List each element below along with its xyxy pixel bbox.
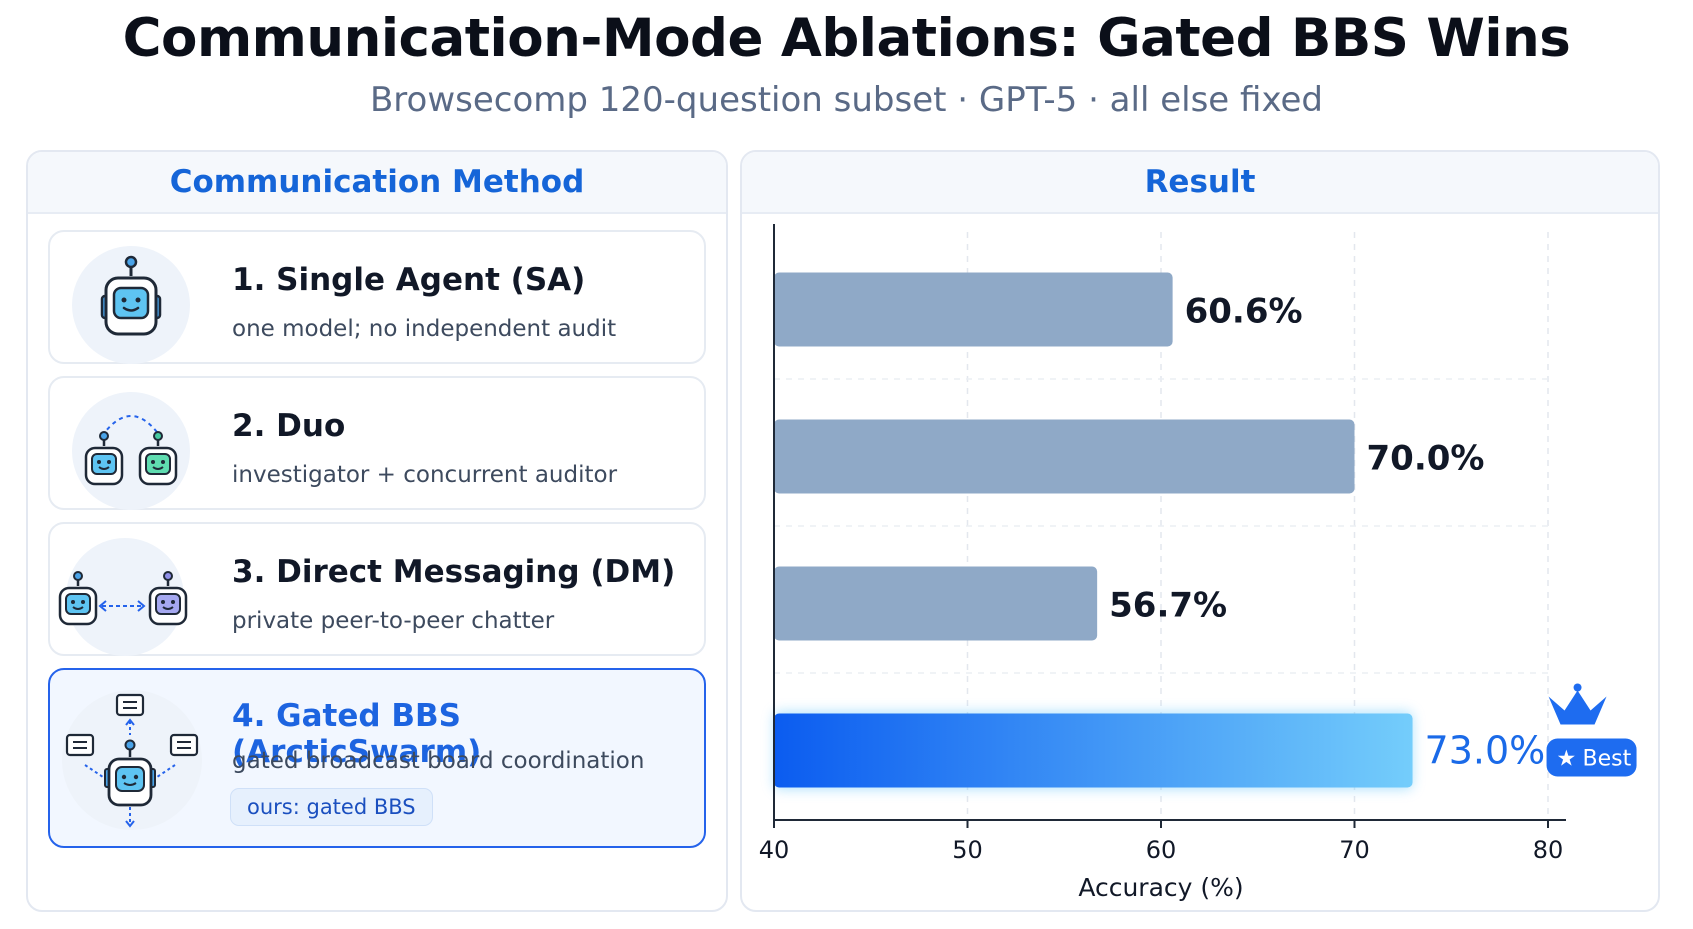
- bar-value-label: 60.6%: [1185, 292, 1303, 332]
- x-tick-label: 70: [1339, 836, 1370, 864]
- best-label: Best: [1583, 747, 1632, 772]
- method-card-duo: 2. Duo investigator + concurrent auditor: [48, 376, 706, 510]
- method-name: 3. Direct Messaging (DM): [232, 554, 676, 590]
- bar-1: [774, 272, 1173, 347]
- robots-messaging-icon: [58, 538, 188, 656]
- bar-3: [774, 566, 1098, 641]
- page-title: Communication-Mode Ablations: Gated BBS …: [122, 8, 1571, 69]
- accuracy-bar-chart: 60.6% 70.0% 56.7% 73.0% ★ Best 40 50 60 70 80 Accur…: [759, 224, 1637, 902]
- robot-board-icon: [62, 690, 202, 830]
- x-tick-label: 80: [1533, 836, 1564, 864]
- bar-4: [774, 713, 1413, 788]
- two-robots-icon: [72, 392, 190, 510]
- star-icon: ★: [1557, 747, 1577, 772]
- bar-2: [774, 419, 1355, 494]
- method-card-gated-bbs: 4. Gated BBS (ArcticSwarm) gated broadca…: [48, 668, 706, 848]
- method-description: investigator + concurrent auditor: [232, 462, 618, 488]
- method-name: 1. Single Agent (SA): [232, 262, 586, 298]
- method-panel: Communication Method 1. Single Agent (SA…: [26, 150, 728, 912]
- bar-value-label: 70.0%: [1367, 439, 1485, 479]
- method-name: 2. Duo: [232, 408, 346, 444]
- x-tick-label: 40: [759, 836, 790, 864]
- method-card-direct-messaging: 3. Direct Messaging (DM) private peer-to…: [48, 522, 706, 656]
- x-tick-label: 60: [1146, 836, 1177, 864]
- robot-icon: [72, 246, 190, 364]
- ours-badge: ours: gated BBS: [230, 788, 433, 826]
- result-panel: Result 60.6% 70.0% 56.7% 73.0% ★ Best 40 50 60 70…: [740, 150, 1660, 912]
- x-tick-label: 50: [952, 836, 983, 864]
- method-panel-header: Communication Method: [28, 152, 726, 214]
- crown-icon: [1548, 690, 1607, 725]
- method-name: 4. Gated BBS (ArcticSwarm): [232, 698, 482, 770]
- page-subtitle: Browsecomp 120-question subset · GPT-5 ·…: [369, 80, 1324, 120]
- method-description: one model; no independent audit: [232, 316, 617, 342]
- x-axis-label: Accuracy (%): [1078, 873, 1243, 902]
- bar-value-label: 56.7%: [1109, 586, 1227, 626]
- result-panel-header: Result: [742, 152, 1658, 214]
- method-description: private peer-to-peer chatter: [232, 608, 555, 634]
- method-description: gated broadcast board coordination: [232, 748, 645, 774]
- method-card-single-agent: 1. Single Agent (SA) one model; no indep…: [48, 230, 706, 364]
- bar-value-label: 73.0%: [1425, 729, 1546, 773]
- crown-jewel: [1573, 683, 1582, 692]
- best-badge: [1546, 738, 1637, 777]
